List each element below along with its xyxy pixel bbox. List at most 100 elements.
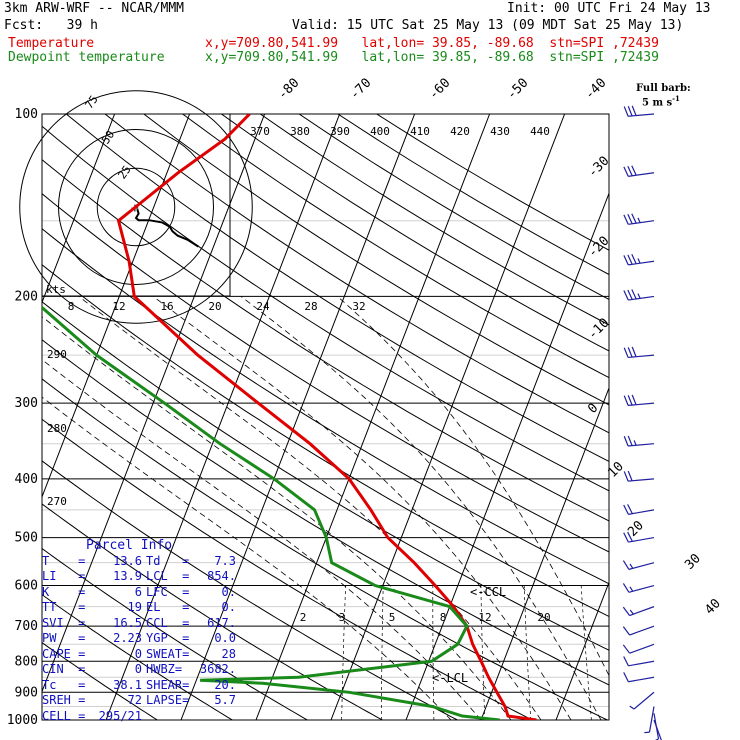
theta-side-label: 270 bbox=[47, 495, 67, 508]
parcel-info-row: CELL = 295/21 bbox=[42, 709, 240, 725]
init-time: Init: 00 UTC Fri 24 May 13 bbox=[507, 1, 711, 16]
wind-barb-shaft bbox=[628, 478, 655, 482]
parcel-label: CAPE = bbox=[42, 646, 86, 661]
isotherm-label: 20 bbox=[625, 518, 647, 540]
wind-barb-flag bbox=[623, 504, 629, 515]
parcel-value: 0 bbox=[134, 646, 142, 661]
dry-adiabat-line bbox=[298, 114, 609, 300]
dry-adiabat-line bbox=[221, 114, 609, 352]
isotherm-label: -70 bbox=[347, 76, 374, 103]
mixing-ratio-low-label: 3 bbox=[339, 611, 346, 624]
model-title: 3km ARW-WRF -- NCAR/MMM bbox=[4, 1, 185, 16]
dry-adiabat-line bbox=[42, 642, 158, 720]
wind-barb-flag bbox=[631, 105, 637, 116]
dry-adiabat-line bbox=[42, 547, 308, 720]
wind-barb-flag bbox=[623, 471, 629, 482]
wind-barb bbox=[623, 289, 655, 301]
wind-barb-half-flag bbox=[629, 609, 634, 615]
isotherm-label: 30 bbox=[682, 551, 704, 573]
parcel-label: Tc = bbox=[42, 677, 86, 692]
plot-border bbox=[41, 113, 610, 721]
mixing-ratio-low-label: 5 bbox=[389, 611, 396, 624]
wind-barb bbox=[623, 346, 655, 359]
parcel-label: TT = bbox=[42, 600, 86, 614]
wind-barb bbox=[622, 625, 655, 636]
wind-barb-flag bbox=[623, 436, 629, 447]
wind-barb bbox=[623, 254, 655, 266]
parcel-value: 7.3 bbox=[214, 553, 236, 568]
isotherm-label: -60 bbox=[426, 76, 453, 103]
wind-barb-shaft bbox=[628, 676, 655, 683]
wind-barb-flag bbox=[627, 254, 633, 265]
parcel-value: 0.0 bbox=[214, 631, 236, 645]
wind-barb-shaft bbox=[628, 295, 655, 301]
parcel-info-row: PW = 2.23 YGP = 0.0 bbox=[42, 631, 240, 647]
wind-barb-flag bbox=[623, 290, 629, 301]
wind-barb bbox=[623, 165, 655, 177]
wind-barb-shaft bbox=[653, 713, 660, 740]
wind-barb-flag bbox=[631, 213, 637, 224]
isotherm-line bbox=[42, 114, 191, 499]
wind-barb bbox=[623, 435, 655, 447]
temperature-legend-info: x,y=709.80,541.99 lat,lon= 39.85, -89.68… bbox=[205, 36, 659, 51]
wind-barb-flag bbox=[627, 166, 633, 177]
wind-barb-shaft bbox=[628, 509, 655, 515]
wind-barb-half-flag bbox=[637, 217, 641, 223]
dry-adiabat-line bbox=[42, 228, 609, 585]
wind-barb-shaft bbox=[628, 113, 655, 117]
wind-barb-half-flag bbox=[637, 258, 641, 264]
isotherm-label: -30 bbox=[585, 154, 612, 181]
dry-adiabat-line bbox=[42, 301, 609, 651]
dewpoint-profile bbox=[42, 305, 500, 720]
lcl-annotation: <-LCL bbox=[432, 671, 468, 685]
parcel-info-row: SVI = 16.5 CCL = 617. bbox=[42, 616, 240, 632]
dry-adiabat-line bbox=[42, 378, 608, 720]
wind-barb-shaft bbox=[628, 260, 655, 266]
parcel-info-row: Tc = 38.1 SHEAR= 20. bbox=[42, 678, 240, 694]
parcel-value: 20. bbox=[214, 677, 236, 692]
moist-adiabat-line bbox=[337, 296, 609, 677]
wind-barb-shaft bbox=[628, 172, 655, 177]
hodograph-ring bbox=[96, 167, 176, 247]
theta-label: 420 bbox=[450, 125, 470, 138]
pressure-axis-label: 200 bbox=[15, 289, 38, 304]
mixing-ratio-label: 12 bbox=[112, 300, 125, 313]
ccl-annotation: <-CCL bbox=[470, 585, 506, 599]
isotherm-line bbox=[255, 114, 491, 720]
parcel-label: SWEAT= bbox=[146, 646, 190, 661]
parcel-label: T = bbox=[42, 553, 86, 568]
wind-barb-flag bbox=[627, 105, 633, 117]
temperature-profile bbox=[116, 114, 537, 720]
valid-time: Valid: 15 UTC Sat 25 May 13 (09 MDT Sat … bbox=[292, 18, 684, 33]
dry-adiabat-line bbox=[182, 114, 609, 379]
mixing-ratio-label: 28 bbox=[304, 300, 317, 313]
hodograph-units-label: kts bbox=[46, 283, 66, 296]
wind-barb-flag bbox=[627, 531, 633, 542]
parcel-value: 38.1 bbox=[113, 677, 142, 692]
parcel-value: 72 bbox=[127, 693, 142, 707]
barb-legend-value: 5 m s-1 bbox=[636, 94, 691, 108]
barb-legend: Full barb: 5 m s-1 bbox=[636, 84, 691, 108]
dewpoint-legend-info: x,y=709.80,541.99 lat,lon= 39.85, -89.68… bbox=[205, 50, 659, 65]
parcel-value: 0 bbox=[134, 662, 142, 676]
parcel-label: PW = bbox=[42, 631, 86, 645]
parcel-info-row: K = 6 LFC = 0. bbox=[42, 585, 240, 601]
wind-barb-flag bbox=[622, 626, 631, 636]
dry-adiabat-line bbox=[104, 114, 609, 434]
dry-adiabat-line bbox=[42, 125, 609, 492]
wind-barb bbox=[623, 656, 655, 667]
wind-barb-shaft bbox=[633, 691, 655, 710]
wind-barb-flag bbox=[623, 214, 629, 225]
wind-barb-flag bbox=[631, 254, 637, 265]
wind-barb-half-flag bbox=[637, 293, 641, 299]
temperature-legend-label: Temperature bbox=[8, 36, 95, 51]
mixing-ratio-line bbox=[381, 585, 384, 720]
isotherm-label: 40 bbox=[702, 596, 724, 618]
parcel-label: LI = bbox=[42, 569, 86, 583]
mixing-ratio-low-label: 2 bbox=[300, 611, 307, 624]
parcel-label: SREH = bbox=[42, 693, 86, 707]
parcel-value: 2.23 bbox=[113, 631, 142, 645]
isotherm-line bbox=[555, 581, 609, 720]
theta-label: 400 bbox=[370, 125, 390, 138]
